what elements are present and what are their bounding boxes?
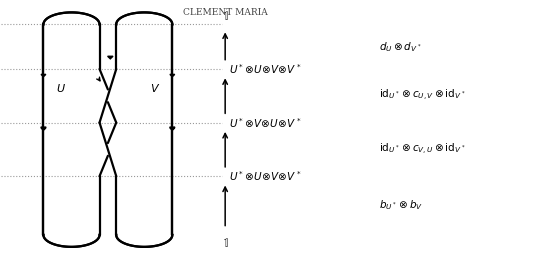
Text: $\mathrm{id}_{U^*} \otimes c_{U,V} \otimes \mathrm{id}_{V^*}$: $\mathrm{id}_{U^*} \otimes c_{U,V} \otim… bbox=[379, 88, 465, 103]
Text: $b_{U^*} \otimes b_V$: $b_{U^*} \otimes b_V$ bbox=[379, 199, 423, 213]
Text: $U^*\!\otimes\! U\!\otimes\! V\!\otimes\! V^*$: $U^*\!\otimes\! U\!\otimes\! V\!\otimes\… bbox=[229, 169, 302, 183]
Text: $\mathbb{1}$: $\mathbb{1}$ bbox=[222, 9, 228, 23]
Text: $\mathrm{id}_{U^*} \otimes c_{V,U} \otimes \mathrm{id}_{V^*}$: $\mathrm{id}_{U^*} \otimes c_{V,U} \otim… bbox=[379, 142, 465, 157]
Text: $U^*\!\otimes\! U\!\otimes\! V\!\otimes\! V^*$: $U^*\!\otimes\! U\!\otimes\! V\!\otimes\… bbox=[229, 62, 302, 76]
Polygon shape bbox=[41, 128, 46, 130]
Polygon shape bbox=[170, 128, 175, 130]
Text: $V$: $V$ bbox=[150, 82, 160, 94]
Polygon shape bbox=[170, 127, 175, 130]
Polygon shape bbox=[41, 127, 46, 130]
Polygon shape bbox=[41, 74, 46, 77]
Text: $d_U \otimes d_{V^*}$: $d_U \otimes d_{V^*}$ bbox=[379, 40, 421, 54]
Text: $\mathbb{1}$: $\mathbb{1}$ bbox=[222, 236, 228, 250]
Polygon shape bbox=[170, 74, 175, 77]
Text: $U$: $U$ bbox=[56, 82, 66, 94]
Text: $U^*\!\otimes\! V\!\otimes\! U\!\otimes\! V^*$: $U^*\!\otimes\! V\!\otimes\! U\!\otimes\… bbox=[229, 116, 302, 130]
Text: CLEMENT MARIA: CLEMENT MARIA bbox=[183, 8, 268, 17]
Polygon shape bbox=[108, 56, 113, 59]
